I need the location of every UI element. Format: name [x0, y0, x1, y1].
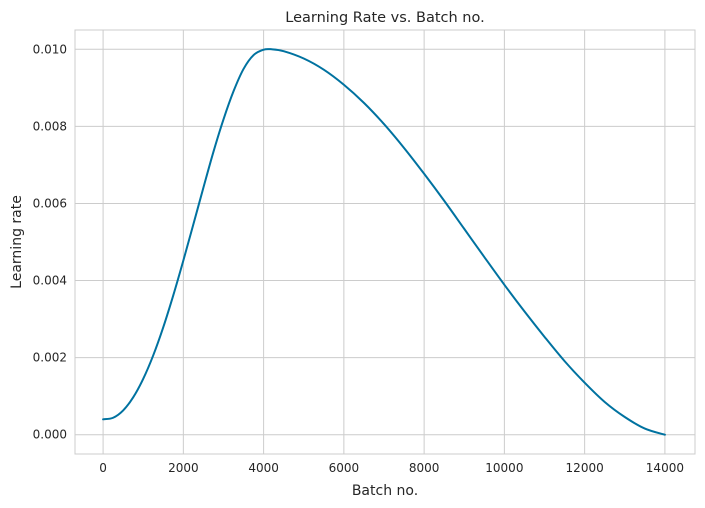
x-tick-labels: 0 2000 4000 6000 8000 10000 12000 14000 [99, 461, 684, 475]
y-tick-label: 0.002 [33, 351, 67, 365]
x-tick-label: 10000 [485, 461, 523, 475]
y-tick-label: 0.010 [33, 42, 67, 56]
plot-background [75, 30, 695, 454]
x-tick-label: 4000 [248, 461, 279, 475]
y-tick-label: 0.006 [33, 196, 67, 210]
learning-rate-line [102, 48, 666, 436]
x-tick-label: 0 [99, 461, 107, 475]
x-tick-label: 8000 [409, 461, 440, 475]
x-tick-label: 14000 [646, 461, 684, 475]
y-tick-labels: 0.000 0.002 0.004 0.006 0.008 0.010 [33, 42, 67, 441]
x-tick-label: 2000 [168, 461, 199, 475]
y-tick-label: 0.008 [33, 119, 67, 133]
chart-title: Learning Rate vs. Batch no. [285, 10, 484, 26]
plot-frame [74, 29, 696, 455]
x-tick-label: 6000 [329, 461, 360, 475]
y-tick-label: 0.000 [33, 428, 67, 442]
x-axis-label: Batch no. [352, 483, 418, 499]
x-tick-label: 12000 [566, 461, 604, 475]
y-axis-label: Learning rate [9, 195, 25, 289]
y-tick-label: 0.004 [33, 274, 67, 288]
